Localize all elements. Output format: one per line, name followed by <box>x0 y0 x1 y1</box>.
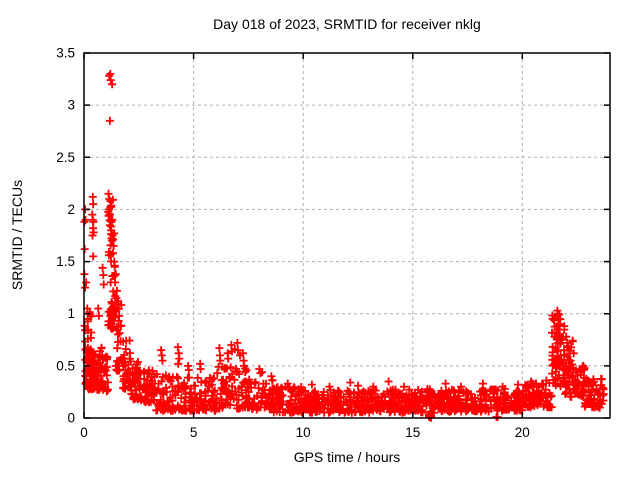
x-tick-label: 15 <box>405 425 420 440</box>
plot-border <box>83 52 611 419</box>
y-tick-label: 3 <box>67 98 75 113</box>
x-tick-label: 10 <box>296 425 311 440</box>
x-axis-title: GPS time / hours <box>293 449 401 465</box>
y-tick-label: 0 <box>67 411 75 426</box>
y-tick-label: 1.5 <box>56 254 75 269</box>
x-tick-label: 0 <box>80 425 88 440</box>
x-tick-label: 5 <box>190 425 198 440</box>
y-tick-label: 2.5 <box>56 150 75 165</box>
chart-title: Day 018 of 2023, SRMTID for receiver nkl… <box>213 16 481 32</box>
y-tick-label: 1 <box>67 306 75 321</box>
y-tick-label: 0.5 <box>56 358 75 373</box>
y-tick-label: 2 <box>67 202 75 217</box>
x-tick-label: 20 <box>515 425 530 440</box>
data-points <box>80 69 608 422</box>
y-tick-label: 3.5 <box>56 46 75 61</box>
